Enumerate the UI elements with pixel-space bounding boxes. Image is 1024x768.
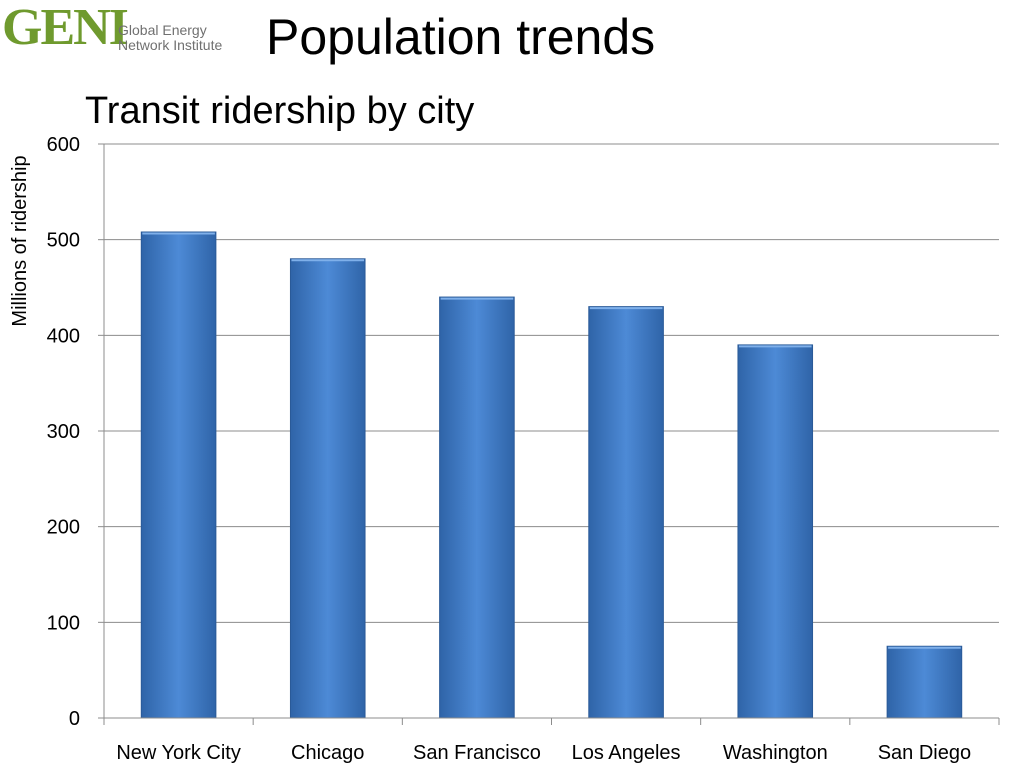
logo-line-2: Network Institute — [118, 37, 223, 53]
x-tick-label: Chicago — [291, 742, 364, 764]
logo-line-1: Global Energy — [118, 22, 207, 38]
y-tick-label: 600 — [47, 134, 80, 156]
bar-san-diego — [886, 645, 963, 719]
axes: 0 100 200 300 400 500 600 New York City Chicago S… — [47, 134, 1000, 764]
y-tick-label: 500 — [47, 230, 80, 252]
bar-los-angeles — [588, 306, 664, 719]
x-tick-label: New York City — [116, 742, 241, 764]
chart-title: Transit ridership by city — [85, 90, 475, 132]
x-tick-label: San Francisco — [413, 742, 541, 764]
logo-mark: GENI — [2, 0, 129, 56]
y-tick-label: 100 — [47, 612, 80, 634]
y-tick-label: 200 — [47, 517, 80, 539]
geni-logo: GENI Global Energy Network Institute — [2, 0, 238, 58]
bar-chicago — [289, 258, 366, 719]
y-tick-label: 300 — [47, 421, 80, 443]
y-tick-label: 0 — [69, 708, 80, 730]
x-tick-label: Washington — [723, 742, 828, 764]
bar-san-francisco — [439, 296, 515, 719]
logo-text: Global Energy Network Institute — [118, 23, 222, 53]
page-title: Population trends — [266, 9, 656, 65]
gridlines — [104, 143, 999, 623]
bars — [140, 231, 963, 719]
y-axis-label: Millions of ridership — [9, 155, 31, 326]
x-tick-label: San Diego — [878, 742, 971, 764]
bar-washington — [737, 344, 814, 719]
x-tick-label: Los Angeles — [572, 742, 681, 764]
bar-new-york-city — [140, 231, 217, 719]
y-tick-label: 400 — [47, 325, 80, 347]
